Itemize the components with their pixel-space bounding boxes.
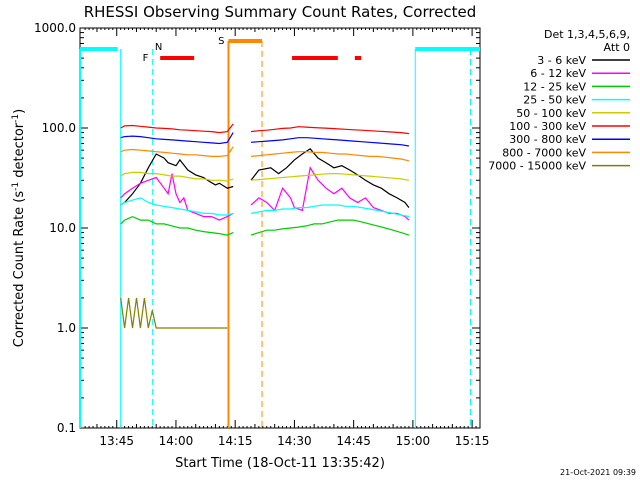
legend-label-4: 50 - 100 keV <box>516 107 586 120</box>
x-tick-label: 13:45 <box>99 434 134 448</box>
y-tick-label: 0.1 <box>57 421 76 435</box>
legend-label-5: 100 - 300 keV <box>509 120 586 133</box>
legend-header-line-1: Det 1,3,4,5,6,9, <box>544 28 630 41</box>
series-line-2-seg1 <box>250 219 410 236</box>
series-line-1-seg0 <box>120 173 234 221</box>
series-line-5-seg0 <box>120 123 234 134</box>
legend-label-7: 800 - 7000 keV <box>502 146 586 159</box>
x-axis-label: Start Time (18-Oct-11 13:35:42) <box>175 456 385 471</box>
series-line-3-seg0 <box>120 197 234 216</box>
x-tick-label: 14:00 <box>159 434 194 448</box>
series-line-6-seg0 <box>120 132 234 145</box>
legend-header-line-2: Att 0 <box>604 41 630 54</box>
y-tick-label: 100.0 <box>42 121 76 135</box>
series-line-3-seg1 <box>250 204 410 218</box>
svg-text:Corrected Count Rate (s-1 dete: Corrected Count Rate (s-1 detector-1) <box>11 109 27 347</box>
series-line-4-seg0 <box>120 171 234 182</box>
legend-label-0: 3 - 6 keV <box>537 54 586 67</box>
y-tick-label: 1000.0 <box>34 21 76 35</box>
legend-label-2: 12 - 25 keV <box>523 80 586 93</box>
x-tick-label: 14:15 <box>218 434 253 448</box>
plot-area: 0.1 1.0 10.0 100.0 1000.0 13:45 14:00 14:15 14:3… <box>34 21 489 448</box>
series-line-8-seg0 <box>120 297 228 329</box>
x-tick-label: 15:00 <box>396 434 431 448</box>
series-line-5-seg1 <box>250 126 409 135</box>
saa-label: S <box>218 36 224 47</box>
series-line-0-seg1 <box>250 148 410 208</box>
x-tick-label: 14:45 <box>336 434 371 448</box>
footer-date: 21-Oct-2021 09:39 <box>560 468 636 477</box>
y-tick-label: 10.0 <box>49 221 76 235</box>
series-line-7-seg0 <box>120 146 234 157</box>
legend-label-3: 25 - 50 keV <box>523 94 586 107</box>
legend-label-8: 7000 - 15000 keV <box>488 160 586 173</box>
series-line-0-seg0 <box>120 153 234 206</box>
series-line-4-seg1 <box>250 173 410 181</box>
flare-label: F <box>143 53 149 64</box>
y-axis-label: Corrected Count Rate (s-1 detector-1) <box>11 109 27 347</box>
series-line-7-seg1 <box>250 151 410 162</box>
chart-title: RHESSI Observing Summary Count Rates, Co… <box>84 3 477 21</box>
legend-label-1: 6 - 12 keV <box>530 67 586 80</box>
x-tick-label: 14:30 <box>277 434 312 448</box>
legend-label-6: 300 - 800 keV <box>509 133 586 146</box>
y-tick-label: 1.0 <box>57 321 76 335</box>
series-line-6-seg1 <box>250 137 409 147</box>
series-line-2-seg0 <box>120 215 234 236</box>
plot-frame <box>79 27 481 429</box>
x-tick-label: 15:15 <box>455 434 490 448</box>
night-label: N <box>155 42 162 53</box>
